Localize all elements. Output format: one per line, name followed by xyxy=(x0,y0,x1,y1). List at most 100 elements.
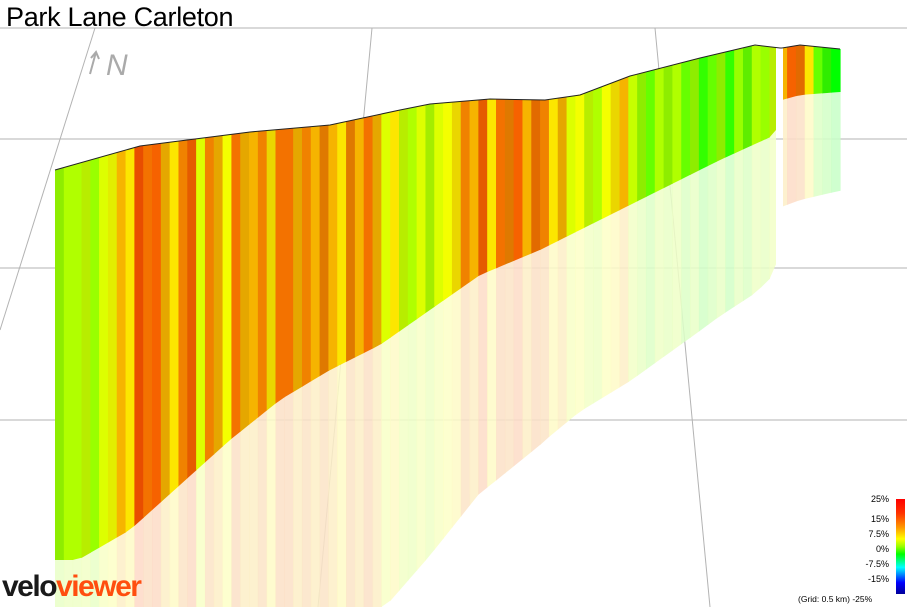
reflection-segment xyxy=(707,161,718,326)
profile-segment xyxy=(275,128,285,404)
profile-segment xyxy=(99,154,109,548)
reflection-segment xyxy=(610,209,621,393)
profile-segment xyxy=(107,152,118,543)
profile-segment xyxy=(716,51,726,162)
reflection-segment xyxy=(116,532,127,607)
profile-segment xyxy=(187,138,197,479)
profile-segment xyxy=(469,99,479,283)
profile-segment xyxy=(628,74,638,206)
profile-segment xyxy=(681,60,691,180)
profile-segment xyxy=(822,47,832,94)
profile-segment xyxy=(125,147,135,533)
reflection-segment xyxy=(672,179,682,351)
profile-segment xyxy=(496,99,506,269)
reflection-segment xyxy=(566,232,576,423)
profile-segment xyxy=(363,115,374,354)
profile-segment xyxy=(593,86,603,224)
profile-segment xyxy=(751,45,762,146)
profile-segment xyxy=(381,111,391,345)
reflection-segment xyxy=(81,552,91,607)
legend-label: -7.5% xyxy=(865,559,889,569)
reflection-segment xyxy=(725,153,735,313)
gradient-legend: 25% 15% 7.5% 0% -7.5% -15% xyxy=(826,494,906,606)
profile-segments xyxy=(55,45,841,560)
profile-segment xyxy=(55,167,65,560)
reflection-segment xyxy=(690,170,700,338)
reflection-segment xyxy=(407,318,418,581)
reflection-segment xyxy=(540,245,550,445)
profile-segment xyxy=(504,99,515,265)
profile-segment xyxy=(390,110,400,338)
reflection-segment xyxy=(363,348,374,607)
reflection-segment xyxy=(275,397,285,607)
reflection-segment xyxy=(301,381,312,607)
profile-segment xyxy=(787,45,797,99)
reflection-segment xyxy=(354,352,365,607)
profile-segment xyxy=(310,125,321,382)
reflection-segment xyxy=(319,370,330,607)
reflection-segment xyxy=(522,253,532,460)
reflection-segment xyxy=(496,264,506,481)
reflection-segment xyxy=(249,417,259,607)
north-arrow-icon: N xyxy=(89,49,128,82)
grid-line xyxy=(0,27,96,331)
profile-segment xyxy=(319,125,330,377)
profile-segment xyxy=(813,46,823,94)
reflection-segment xyxy=(751,141,762,296)
reflection-segment xyxy=(716,157,726,319)
profile-segment xyxy=(240,132,250,432)
reflection-segment xyxy=(769,130,776,280)
reflection-segment xyxy=(204,454,215,607)
legend-label: 0% xyxy=(875,544,889,554)
reflection-segment xyxy=(663,183,674,357)
profile-segment xyxy=(134,145,144,527)
reflection-segment xyxy=(425,306,435,561)
profile-segment xyxy=(337,121,347,367)
reflection-segment xyxy=(240,424,250,607)
legend-label: 7.5% xyxy=(868,529,889,539)
reflection-segment xyxy=(346,357,356,607)
legend-label: -15% xyxy=(867,574,889,584)
profile-segment xyxy=(601,83,612,220)
reflection-segment xyxy=(310,375,321,607)
profile-segment xyxy=(540,99,550,250)
profile-segment xyxy=(707,53,718,167)
reflection-segment xyxy=(698,165,709,332)
profile-segment xyxy=(63,164,74,560)
profile-segment xyxy=(460,100,471,289)
profile-segment xyxy=(407,106,418,326)
profile-segment xyxy=(178,139,188,487)
profile-segment xyxy=(637,71,647,202)
profile-segment xyxy=(143,144,153,519)
profile-segment xyxy=(804,45,815,95)
profile-segment xyxy=(372,113,382,349)
profile-segment xyxy=(213,135,224,455)
profile-segment xyxy=(783,47,788,100)
profile-segment xyxy=(116,149,127,538)
profile-segment xyxy=(663,64,674,189)
reflection-segment xyxy=(460,281,471,517)
reflection-segment xyxy=(196,462,206,607)
reflection-segment xyxy=(451,288,462,528)
reflection-segment xyxy=(681,174,691,345)
reflection-segment xyxy=(584,223,594,409)
reflection-segment xyxy=(398,325,409,592)
profile-segment xyxy=(734,47,744,154)
profile-segment xyxy=(548,98,559,246)
profile-segment xyxy=(398,108,409,332)
profile-segment xyxy=(575,93,585,233)
profile-segment xyxy=(443,102,453,301)
reflection-segment xyxy=(231,431,241,607)
reflection-segment xyxy=(328,366,338,607)
profile-segment xyxy=(725,49,735,158)
chart-title: Park Lane Carleton xyxy=(6,2,234,32)
legend-min-label: -25% xyxy=(852,594,873,604)
reflection-segment xyxy=(760,137,771,288)
reflection-segment xyxy=(557,236,568,430)
reflection-segment xyxy=(125,525,135,607)
profile-segment xyxy=(619,76,629,211)
profile-segment xyxy=(434,102,444,308)
profile-segment xyxy=(293,127,303,393)
reflection-segment xyxy=(416,312,427,571)
